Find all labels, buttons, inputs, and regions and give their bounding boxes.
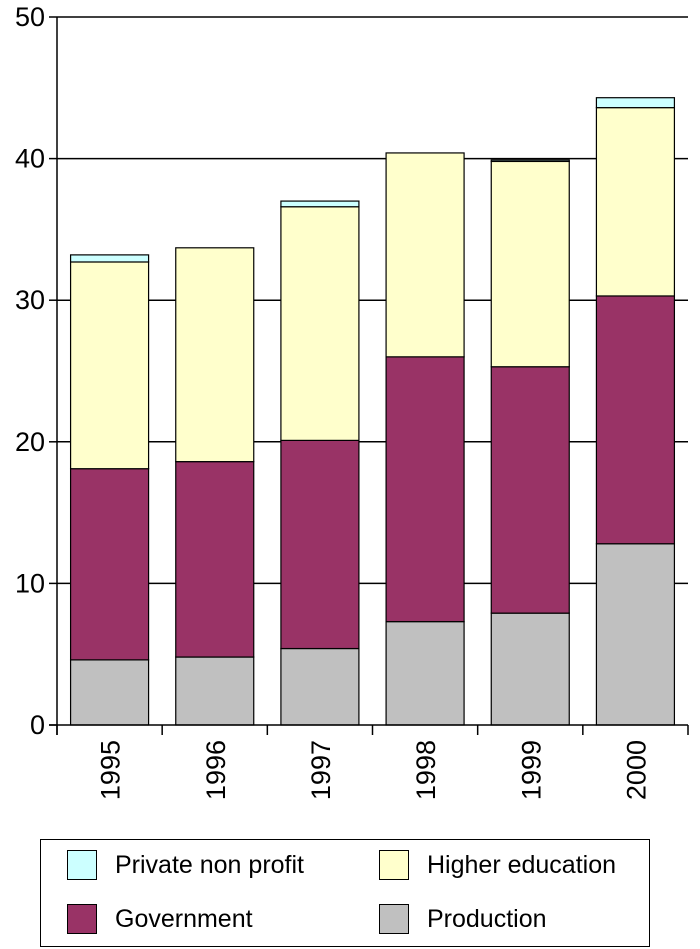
bar-segment-private-non-profit: [490, 159, 570, 163]
bar-segment-government: [69, 468, 150, 661]
bar-segment-higher-education: [490, 160, 570, 368]
legend-swatch-private-non-profit: [67, 850, 97, 880]
bar-segment-private-non-profit: [595, 97, 676, 109]
bar-segment-government: [175, 461, 255, 658]
bar-segment-production: [595, 543, 676, 726]
y-tick-label: 30: [15, 285, 45, 315]
y-tick-label: 0: [30, 710, 45, 740]
bar-segment-government: [385, 356, 465, 623]
legend-swatch-higher-education: [379, 850, 409, 880]
bar-segment-higher-education: [280, 206, 360, 441]
chart-legend: Private non profit Higher education Gove…: [40, 839, 650, 947]
legend-item-government: Government: [67, 904, 253, 934]
y-tick-label: 10: [15, 568, 45, 598]
bar-segment-production: [280, 647, 360, 726]
bar-segment-private-non-profit: [69, 254, 150, 263]
x-tick-label: 1999: [516, 740, 546, 800]
x-tick-label: 1995: [96, 740, 126, 800]
bar-segment-higher-education: [175, 247, 255, 463]
legend-label-higher-education: Higher education: [427, 850, 617, 879]
legend-label-production: Production: [427, 904, 547, 933]
y-tick-label: 40: [15, 144, 45, 174]
legend-item-private-non-profit: Private non profit: [67, 850, 304, 880]
bar-segment-higher-education: [385, 152, 465, 358]
legend-item-higher-education: Higher education: [379, 850, 616, 880]
legend-item-production: Production: [379, 904, 547, 934]
bar-segment-production: [69, 659, 150, 726]
x-tick-label: 1996: [201, 740, 231, 800]
bar-segment-production: [175, 656, 255, 726]
legend-label-government: Government: [115, 904, 253, 933]
bar-segment-government: [280, 439, 360, 650]
y-tick-label: 50: [15, 2, 45, 32]
legend-swatch-government: [67, 904, 97, 934]
x-tick-label: 1997: [306, 740, 336, 800]
legend-swatch-production: [379, 904, 409, 934]
bar-segment-higher-education: [69, 261, 150, 470]
stacked-bar-chart: 1995 1996 1997 1998 1999 2000 0 10 20 30 40 50: [15, 2, 689, 800]
y-tick-label: 20: [15, 427, 45, 457]
bar-segment-private-non-profit: [280, 200, 360, 208]
bar-segment-higher-education: [595, 107, 676, 297]
x-tick-label: 2000: [621, 740, 651, 800]
bar-segment-production: [385, 621, 465, 726]
legend-label-private-non-profit: Private non profit: [115, 850, 304, 879]
bar-segment-government: [490, 366, 570, 614]
bar-segment-government: [595, 295, 676, 545]
x-tick-label: 1998: [411, 740, 441, 800]
bar-segment-production: [490, 612, 570, 726]
